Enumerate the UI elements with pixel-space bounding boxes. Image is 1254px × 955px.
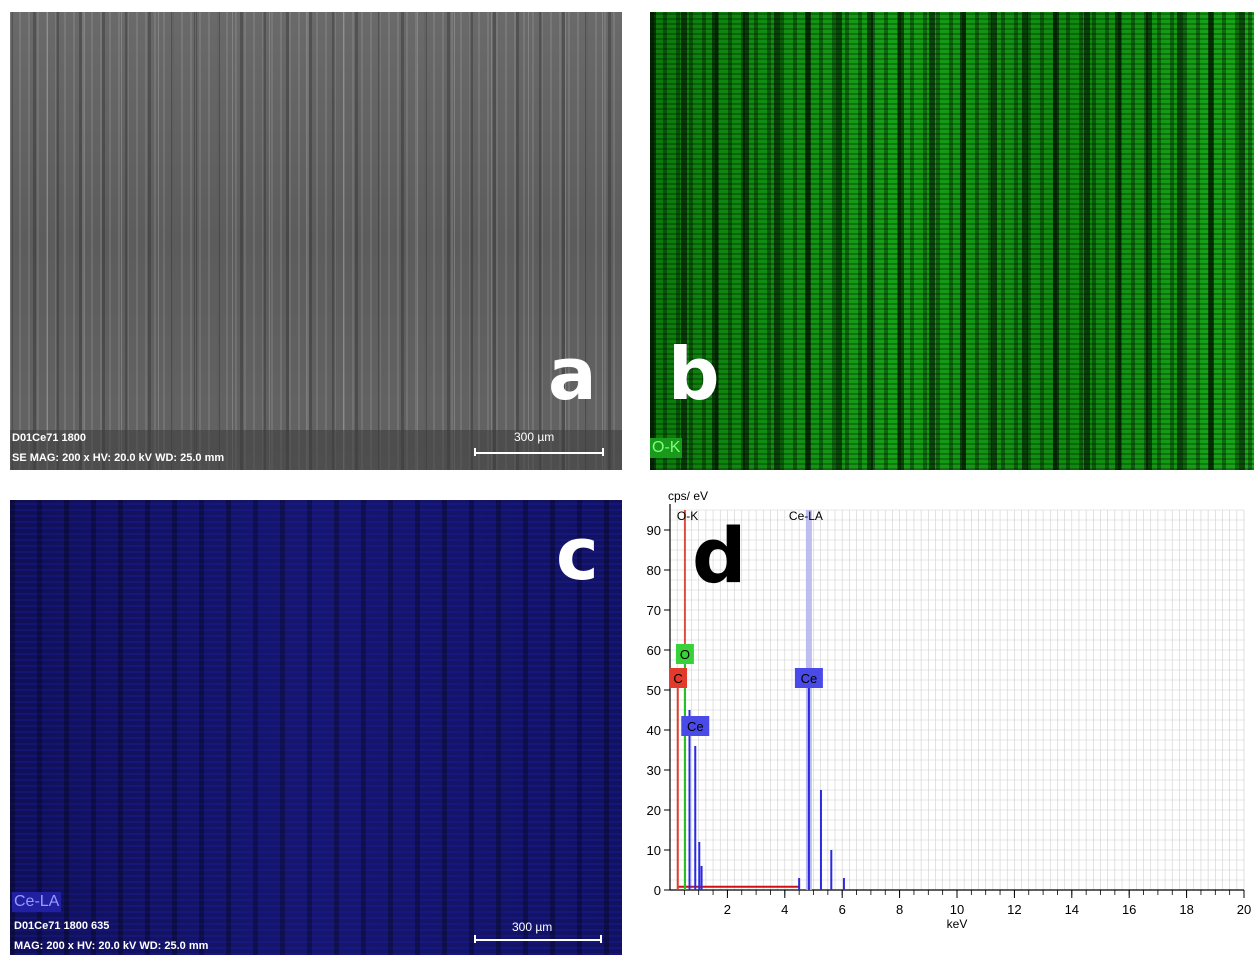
element-line-label: O-K <box>677 509 698 523</box>
x-tick-label: 6 <box>839 902 846 917</box>
acquisition-params-text: SE MAG: 200 x HV: 20.0 kV WD: 25.0 mm <box>12 452 225 464</box>
peak-label-box <box>669 668 688 688</box>
map-element-label: Ce-LA <box>12 892 62 912</box>
scale-bar-label: 300 µm <box>512 920 553 934</box>
peak-label: Ce <box>801 671 818 686</box>
oxygen-map-panel: b O-K <box>650 12 1254 470</box>
scale-bar-tick-left <box>474 448 476 456</box>
x-tick-label: 14 <box>1065 902 1079 917</box>
y-axis-label: cps/ eV <box>668 489 708 503</box>
x-axis-label: keV <box>947 917 968 931</box>
panel-label-c: c <box>556 512 599 596</box>
eds-spectrum-panel: 0 10 20 30 40 50 60 70 80 90 2 4 6 8 10 12 14 16 18 20 cps/ … <box>630 480 1254 955</box>
peak-label-box <box>681 716 710 736</box>
y-tick-label: 20 <box>647 803 661 818</box>
peak-label-box <box>675 644 694 664</box>
scale-bar-line <box>474 939 602 941</box>
sem-info-bar: D01Ce71 1800 SE MAG: 200 x HV: 20.0 kV W… <box>10 430 622 470</box>
map-element-label: O-K <box>650 438 683 458</box>
panel-label-a: a <box>548 332 597 416</box>
scale-bar-line <box>474 452 604 454</box>
cerium-map-panel: c Ce-LA D01Ce71 1800 635 MAG: 200 x HV: … <box>10 500 622 955</box>
sample-id-text: D01Ce71 1800 635 <box>14 920 110 932</box>
x-tick-label: 4 <box>781 902 788 917</box>
x-tick-label: 20 <box>1237 902 1251 917</box>
panel-label-d: d <box>692 511 747 600</box>
x-tick-label: 18 <box>1179 902 1193 917</box>
peak-label-box <box>794 668 823 688</box>
y-tick-label: 70 <box>647 603 661 618</box>
element-line-label: Ce-LA <box>789 509 823 523</box>
x-tick-label: 10 <box>950 902 964 917</box>
peak-label: O <box>680 647 690 662</box>
y-tick-label: 50 <box>647 683 661 698</box>
scale-bar-tick-left <box>474 935 476 943</box>
y-tick-label: 10 <box>647 843 661 858</box>
peak-label: Ce <box>687 719 704 734</box>
acquisition-params-text: MAG: 200 x HV: 20.0 kV WD: 25.0 mm <box>14 940 209 952</box>
y-tick-label: 30 <box>647 763 661 778</box>
sem-image-panel: a D01Ce71 1800 SE MAG: 200 x HV: 20.0 kV… <box>10 12 622 470</box>
peak-label: C <box>673 671 682 686</box>
x-tick-label: 2 <box>724 902 731 917</box>
scale-bar-label: 300 µm <box>514 430 555 444</box>
sample-id-text: D01Ce71 1800 <box>12 432 87 444</box>
y-tick-label: 60 <box>647 643 661 658</box>
x-tick-label: 16 <box>1122 902 1136 917</box>
x-tick-label: 8 <box>896 902 903 917</box>
eds-spectrum-chart: 0 10 20 30 40 50 60 70 80 90 2 4 6 8 10 12 14 16 18 20 cps/ … <box>647 489 1252 931</box>
scale-bar-tick-right <box>600 935 602 943</box>
x-tick-label: 12 <box>1007 902 1021 917</box>
y-tick-label: 40 <box>647 723 661 738</box>
y-tick-label: 80 <box>647 563 661 578</box>
y-tick-label: 0 <box>654 883 661 898</box>
scale-bar-tick-right <box>602 448 604 456</box>
panel-label-b: b <box>668 332 720 416</box>
y-tick-label: 90 <box>647 523 661 538</box>
